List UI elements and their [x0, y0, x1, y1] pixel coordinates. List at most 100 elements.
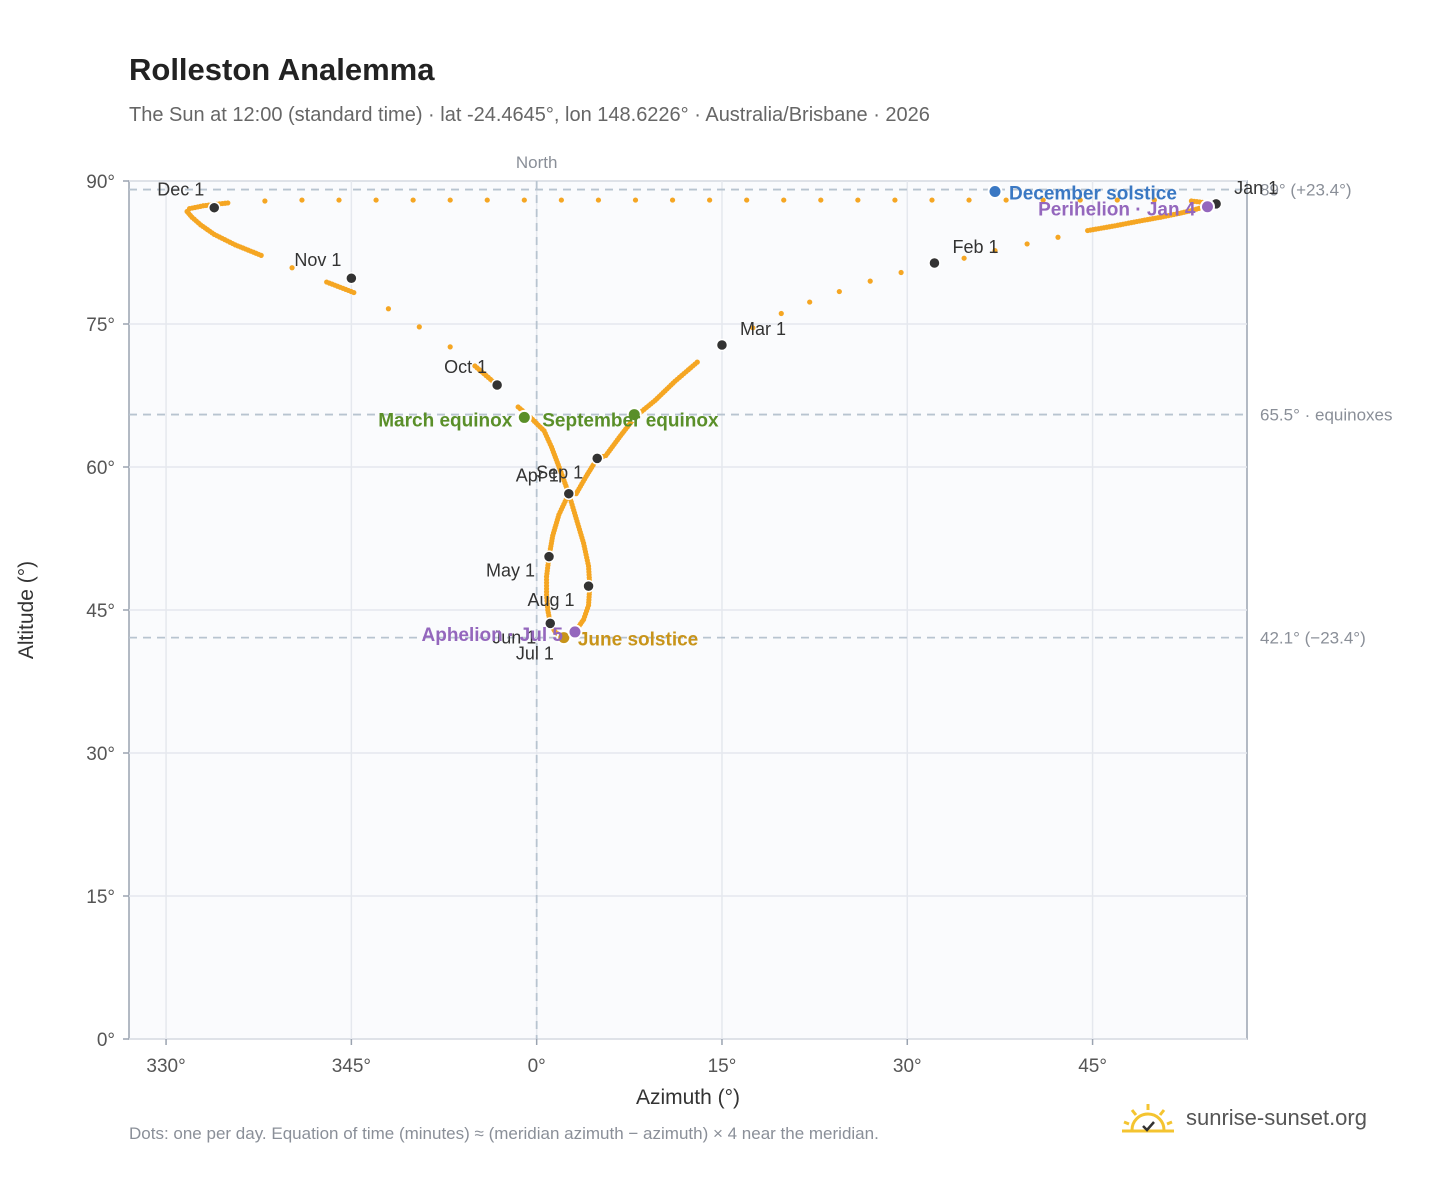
event-marker	[626, 407, 642, 423]
event-marker	[567, 624, 583, 640]
y-tick-label: 30°	[86, 744, 115, 765]
analemma-curve	[184, 197, 1219, 641]
event-label: December solstice	[1009, 183, 1177, 204]
event-label: Aphelion · Jul 5	[422, 625, 564, 646]
day-dot	[484, 197, 490, 203]
y-axis-label: Altitude (°)	[15, 561, 38, 659]
x-tick-label: 30°	[893, 1056, 922, 1077]
month-label: May 1	[486, 561, 535, 581]
day-dot	[416, 324, 422, 330]
event-label: June solstice	[578, 630, 698, 651]
day-dot	[867, 278, 873, 284]
month-marker	[544, 617, 557, 630]
day-dot	[750, 325, 756, 331]
y-tick-label: 45°	[86, 601, 115, 622]
day-dot	[744, 197, 750, 203]
day-dot	[898, 269, 904, 276]
north-marker: North	[516, 153, 558, 1039]
chart-subtitle: The Sun at 12:00 (standard time) · lat -…	[129, 104, 930, 126]
sun-logo-icon	[1122, 1104, 1174, 1133]
reference-line-label: 65.5° · equinoxes	[1260, 406, 1393, 425]
month-label: Feb 1	[952, 237, 998, 257]
day-dot	[410, 197, 416, 203]
event-marker	[1199, 199, 1215, 215]
reference-lines: 89° (+23.4°) 65.5° · equinoxes 42.1° (−23.…	[129, 181, 1393, 648]
day-dot	[855, 197, 861, 203]
day-dot	[1055, 234, 1061, 240]
day-dot	[289, 265, 295, 271]
month-label: Aug 1	[528, 590, 575, 610]
y-tick-label: 75°	[86, 315, 115, 336]
day-dot	[373, 197, 379, 203]
x-tick-label: 0°	[528, 1056, 546, 1077]
day-dot	[336, 197, 342, 203]
day-dot	[595, 197, 602, 203]
month-marker	[490, 378, 504, 392]
y-tick-label: 60°	[86, 458, 115, 479]
day-dot	[447, 197, 453, 203]
day-dot	[447, 344, 453, 350]
day-dot	[807, 299, 813, 305]
month-label: Oct 1	[444, 357, 487, 377]
month-marker	[590, 452, 604, 465]
day-dot	[961, 255, 967, 261]
day-dot	[299, 197, 305, 203]
month-marker	[715, 338, 729, 352]
month-label: Jun 1	[492, 627, 536, 647]
month-marker	[928, 256, 941, 270]
day-dot	[521, 197, 527, 203]
day-dot	[929, 197, 935, 203]
day-dot	[1003, 197, 1009, 203]
month-label: Mar 1	[740, 319, 786, 339]
x-tick-label: 15°	[708, 1056, 737, 1077]
day-dot	[892, 197, 898, 203]
month-marker	[562, 487, 576, 500]
y-tick-label: 15°	[86, 887, 115, 908]
day-dot	[472, 363, 478, 369]
brand-name: sunrise-sunset.org	[1186, 1105, 1367, 1130]
day-dot	[818, 197, 824, 203]
month-label: Jan 1	[1234, 178, 1278, 198]
chart-title: Rolleston Analemma	[129, 52, 435, 87]
x-tick-label: 45°	[1078, 1056, 1107, 1077]
month-marker	[207, 201, 221, 214]
event-label: March equinox	[378, 410, 513, 431]
day-dot	[669, 197, 676, 203]
day-dot	[966, 197, 972, 203]
day-dot	[992, 247, 998, 254]
y-tick-label: 90°	[86, 172, 115, 193]
day-dot	[515, 404, 521, 410]
event-marker	[987, 183, 1003, 199]
day-dot	[385, 306, 392, 312]
month-label: Jul 1	[516, 644, 554, 664]
day-dot	[632, 197, 639, 203]
day-dot	[1040, 197, 1046, 203]
day-dot	[707, 197, 713, 203]
footnote: Dots: one per day. Equation of time (min…	[129, 1124, 879, 1143]
month-label: Apr 1	[516, 466, 559, 486]
month-marker	[345, 271, 358, 285]
month-label: Nov 1	[294, 250, 341, 270]
day-dot	[1024, 241, 1030, 247]
day-dot	[836, 288, 842, 295]
day-dot	[1077, 197, 1083, 203]
brand[interactable]: sunrise-sunset.org	[1120, 1100, 1367, 1136]
x-tick-label: 330°	[146, 1056, 185, 1077]
event-label: September equinox	[542, 411, 719, 432]
day-dot	[778, 310, 784, 317]
day-dot	[1114, 197, 1120, 203]
y-tick-label: 0°	[97, 1030, 115, 1051]
event-marker	[516, 409, 532, 425]
axes: 330° 345° 0° 15° 30° 45° 0° 15° 30° 45° 60° 75° 90°	[86, 172, 1107, 1077]
x-axis-label: Azimuth (°)	[636, 1086, 740, 1109]
month-label: Sep 1	[536, 462, 583, 482]
reference-line-label: 89° (+23.4°)	[1260, 181, 1352, 200]
day-dot	[781, 197, 787, 203]
x-tick-label: 345°	[332, 1056, 371, 1077]
event-markers: March equinox September equinox December s…	[378, 183, 1215, 651]
north-label: North	[516, 153, 558, 172]
day-dot	[324, 279, 330, 285]
reference-line-label: 42.1° (−23.4°)	[1260, 629, 1366, 648]
